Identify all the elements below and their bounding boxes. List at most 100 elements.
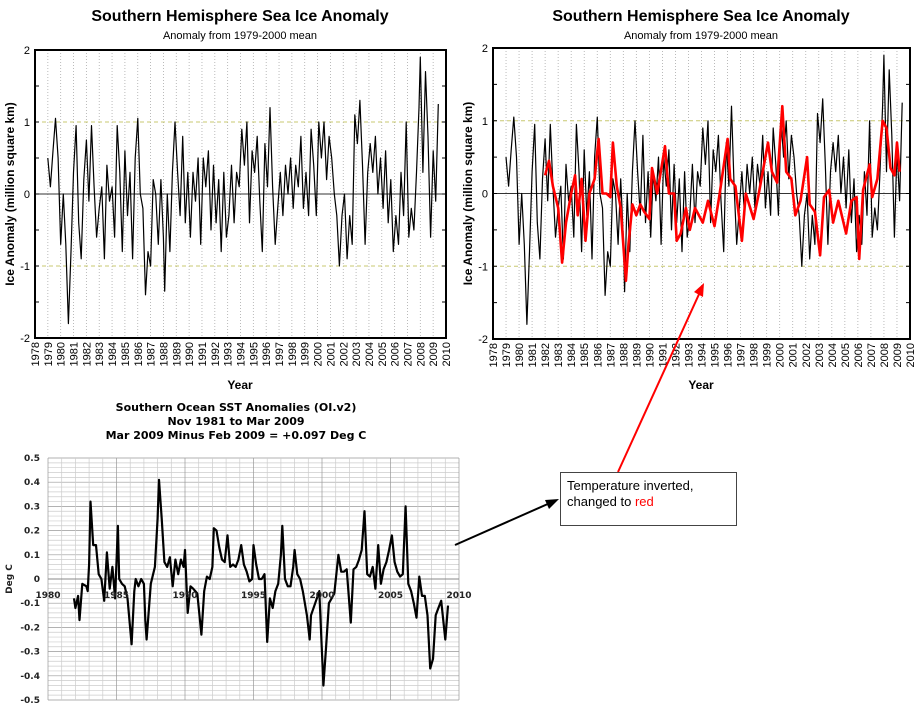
right-ice-chart-title: Southern Hemisphere Sea Ice Anomaly bbox=[552, 8, 849, 25]
left-ice-chart-xtick-label: 1992 bbox=[210, 342, 222, 366]
sst-xtick-label: 1990 bbox=[172, 591, 197, 601]
annotation-line1: Temperature inverted, bbox=[567, 478, 694, 493]
right-ice-chart-xtick-label: 1991 bbox=[657, 343, 669, 367]
sst-xtick-label: 1980 bbox=[35, 591, 60, 601]
right-ice-chart-xtick-label: 1980 bbox=[514, 343, 526, 367]
sst-ytick-label: -0.1 bbox=[20, 599, 40, 609]
right-ice-chart-xtick-label: 1993 bbox=[683, 343, 695, 367]
sst-xtick-label: 2010 bbox=[446, 591, 471, 601]
right-ice-chart-ytick-label: 0 bbox=[482, 189, 488, 201]
right-ice-chart-inverted-sst-series bbox=[543, 104, 901, 283]
left-ice-chart-xtick-label: 2008 bbox=[415, 342, 427, 366]
left-ice-chart-ice-series bbox=[47, 56, 439, 325]
sst-ytick-label: -0.2 bbox=[20, 623, 40, 633]
sst-ytick-label: -0.4 bbox=[20, 672, 40, 682]
annotation-box: Temperature inverted, changed to red bbox=[560, 472, 737, 526]
sst-text-group: Southern Ocean SST Anomalies (OI.v2) Nov… bbox=[5, 401, 366, 594]
left-ice-chart-xtick-label: 2004 bbox=[364, 342, 376, 366]
right-ice-chart-ylabel: Ice Anomaly (million square km) bbox=[461, 102, 475, 286]
left-ice-chart-xtick-label: 1983 bbox=[94, 342, 106, 366]
right-ice-chart-xtick-label: 1982 bbox=[540, 343, 552, 367]
black-arrow-line bbox=[454, 502, 551, 546]
black-arrow-head-icon bbox=[545, 499, 559, 509]
left-ice-chart-ytick-label: 2 bbox=[24, 45, 30, 57]
right-ice-chart-xtick-label: 1981 bbox=[527, 343, 539, 367]
left-ice-chart-ytick-label: 0 bbox=[24, 189, 30, 201]
sst-ytick-label: -0.5 bbox=[20, 696, 40, 706]
right-ice-chart-xtick-label: 1996 bbox=[723, 343, 735, 367]
sst-subtitle2: Mar 2009 Minus Feb 2009 = +0.097 Deg C bbox=[106, 429, 367, 442]
right-ice-chart-xtick-label: 1984 bbox=[566, 343, 578, 367]
sst-subtitle: Nov 1981 to Mar 2009 bbox=[167, 415, 304, 428]
left-ice-chart-xtick-label: 2001 bbox=[325, 342, 337, 366]
right-ice-chart-xtick-label: 1978 bbox=[488, 343, 500, 367]
left-ice-chart-xtick-label: 1984 bbox=[107, 342, 119, 366]
left-ice-chart-ytick-label: -1 bbox=[20, 261, 30, 273]
right-ice-chart-ytick-label: -2 bbox=[478, 334, 488, 346]
right-ice-chart-xtick-label: 2002 bbox=[801, 343, 813, 367]
right-ice-chart-ice-series bbox=[505, 54, 903, 325]
sst-ytick-label: 0 bbox=[34, 575, 40, 585]
left-ice-chart-xtick-label: 2005 bbox=[377, 342, 389, 366]
left-ice-chart-xtick-label: 1980 bbox=[56, 342, 68, 366]
right-ice-chart-ytick-label: 2 bbox=[482, 43, 488, 55]
left-ice-chart-xlabel: Year bbox=[227, 378, 253, 392]
left-ice-chart-xtick-label: 1994 bbox=[236, 342, 248, 366]
right-ice-chart-ytick-label: 1 bbox=[482, 116, 488, 128]
right-ice-chart-xtick-label: 2009 bbox=[892, 343, 904, 367]
sst-xtick-label: 1985 bbox=[104, 591, 129, 601]
left-ice-chart-xtick-label: 1981 bbox=[69, 342, 81, 366]
left-ice-chart-xtick-label: 2007 bbox=[402, 342, 414, 366]
annotation-line2: changed to bbox=[567, 494, 635, 509]
right-ice-chart-xtick-label: 1998 bbox=[749, 343, 761, 367]
sst-ytick-label: 0.4 bbox=[24, 478, 40, 488]
sst-ytick-label: 0.2 bbox=[24, 527, 40, 537]
right-ice-chart-xlabel: Year bbox=[688, 378, 714, 392]
sst-title: Southern Ocean SST Anomalies (OI.v2) bbox=[116, 401, 357, 414]
right-ice-chart-xtick-label: 1999 bbox=[762, 343, 774, 367]
right-ice-chart-xtick-label: 2000 bbox=[775, 343, 787, 367]
left-ice-chart-xtick-label: 1987 bbox=[146, 342, 158, 366]
right-ice-chart-xtick-label: 1994 bbox=[697, 343, 709, 367]
left-ice-chart-xtick-label: 1991 bbox=[197, 342, 209, 366]
right-ice-chart-xtick-label: 2004 bbox=[827, 343, 839, 367]
left-ice-chart-ytick-label: -2 bbox=[20, 333, 30, 345]
left-ice-chart-ytick-label: 1 bbox=[24, 117, 30, 129]
sst-series bbox=[72, 478, 450, 687]
right-ice-chart-xtick-label: 2001 bbox=[788, 343, 800, 367]
right-ice-chart-xtick-label: 1995 bbox=[710, 343, 722, 367]
left-ice-chart-xtick-label: 1988 bbox=[158, 342, 170, 366]
sst-ytick-label: 0.3 bbox=[24, 502, 40, 512]
left-ice-chart-xtick-label: 1995 bbox=[248, 342, 260, 366]
right-ice-chart-xtick-label: 2008 bbox=[879, 343, 891, 367]
sst-ytick-label: -0.3 bbox=[20, 648, 40, 658]
right-ice-chart-xtick-label: 1979 bbox=[501, 343, 513, 367]
left-ice-chart-xtick-label: 2003 bbox=[351, 342, 363, 366]
right-ice-chart-xtick-label: 1983 bbox=[553, 343, 565, 367]
sst-ytick-label: 0.5 bbox=[24, 454, 40, 464]
right-ice-chart-xtick-label: 1986 bbox=[592, 343, 604, 367]
sst-xtick-label: 1995 bbox=[241, 591, 266, 601]
right-ice-chart-subtitle: Anomaly from 1979-2000 mean bbox=[624, 30, 778, 42]
left-ice-chart-xtick-label: 2002 bbox=[338, 342, 350, 366]
left-ice-chart-xtick-label: 1996 bbox=[261, 342, 273, 366]
sst-ytick-label: 0.1 bbox=[24, 551, 40, 561]
left-ice-chart-xtick-label: 1986 bbox=[133, 342, 145, 366]
left-ice-chart-xtick-label: 1979 bbox=[43, 342, 55, 366]
right-ice-chart-xtick-label: 1987 bbox=[605, 343, 617, 367]
sst-xtick-label: 2000 bbox=[309, 591, 334, 601]
right-ice-chart-xtick-label: 1989 bbox=[631, 343, 643, 367]
left-ice-chart-xtick-label: 2006 bbox=[390, 342, 402, 366]
right-ice-chart-xtick-label: 2003 bbox=[814, 343, 826, 367]
left-ice-chart-title: Southern Hemisphere Sea Ice Anomaly bbox=[91, 8, 388, 25]
left-ice-chart-xtick-label: 1982 bbox=[81, 342, 93, 366]
red-arrow-line bbox=[617, 291, 701, 473]
right-ice-chart-xtick-label: 2007 bbox=[866, 343, 878, 367]
left-ice-chart-xtick-label: 1985 bbox=[120, 342, 132, 366]
right-ice-chart-ytick-label: -1 bbox=[478, 261, 488, 273]
left-ice-chart-xtick-label: 1999 bbox=[300, 342, 312, 366]
sst-xtick-label: 2005 bbox=[378, 591, 403, 601]
left-ice-chart-xtick-label: 1997 bbox=[274, 342, 286, 366]
left-ice-chart-ylabel: Ice Anomaly (million square km) bbox=[3, 102, 17, 286]
